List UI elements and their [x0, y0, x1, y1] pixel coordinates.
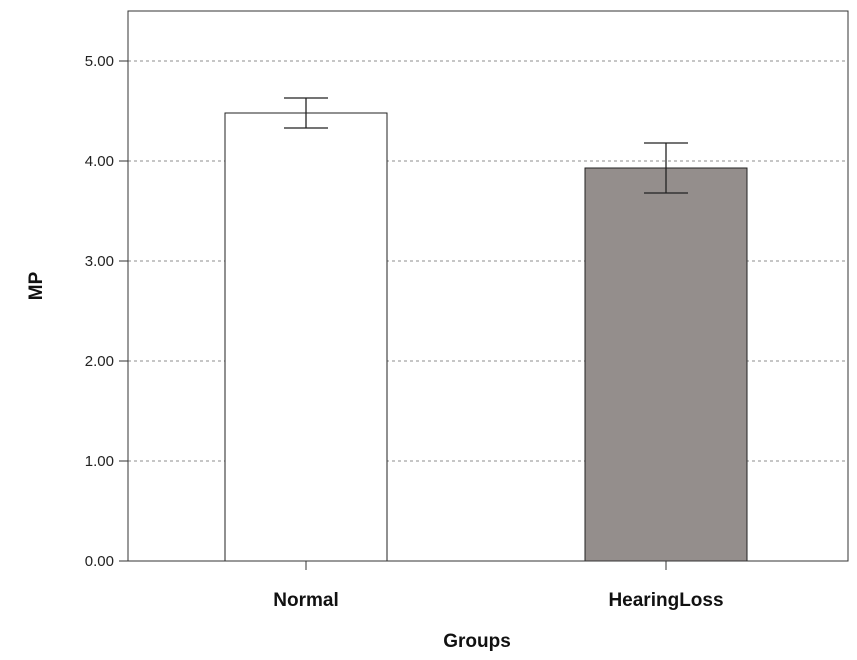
bars [224, 112, 748, 562]
y-axis-title: MP [26, 271, 47, 300]
y-tick-label: 2.00 [85, 353, 114, 370]
y-tick-label: 0.00 [85, 553, 114, 570]
y-tick-label: 3.00 [85, 253, 114, 270]
y-tick-label: 1.00 [85, 453, 114, 470]
x-tick-label: Normal [273, 590, 338, 611]
y-tick-label: 4.00 [85, 153, 114, 170]
error-bars [284, 97, 688, 194]
y-axis-ticks: 0.00 1.00 2.00 3.00 4.00 5.00 [85, 53, 128, 570]
x-axis-ticks: Normal HearingLoss [273, 561, 724, 611]
y-tick-label: 5.00 [85, 53, 114, 70]
bar-hearingloss [584, 167, 748, 562]
x-tick-label: HearingLoss [608, 590, 723, 611]
plot-frame [127, 10, 849, 562]
x-axis-title: Groups [443, 631, 511, 652]
bar-normal [224, 112, 388, 562]
